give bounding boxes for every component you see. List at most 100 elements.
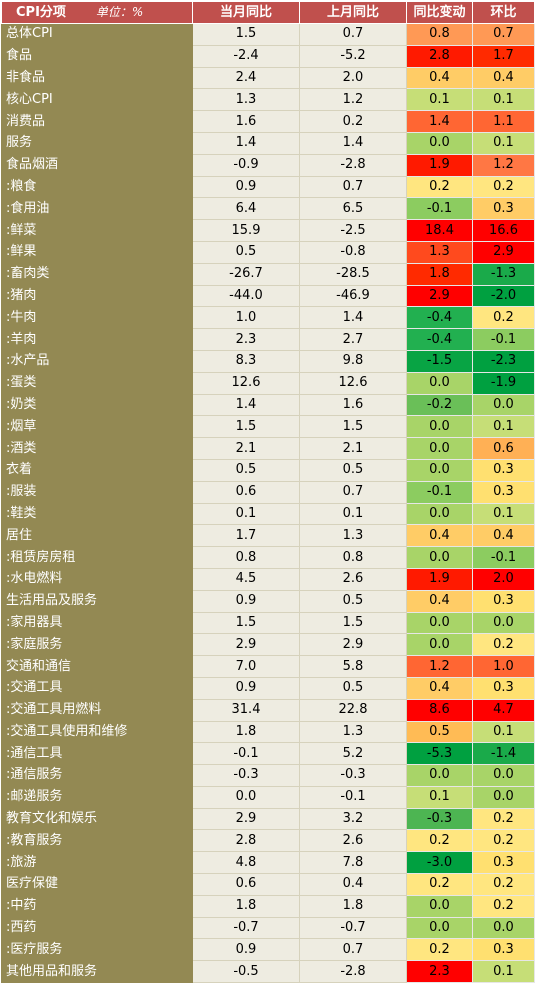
table-row: 核心CPI 1.3 1.2 0.1 0.1 xyxy=(1,88,535,112)
header-mom: 环比 xyxy=(472,1,535,24)
table-row: 总体CPI 1.5 0.7 0.8 0.7 xyxy=(1,23,535,46)
current-yoy-cell: 4.5 xyxy=(192,567,300,591)
mom-cell: 0.3 xyxy=(472,480,535,504)
yoy-change-cell: 1.9 xyxy=(406,567,473,591)
table-row: :鲜果 0.5 -0.8 1.3 2.9 xyxy=(1,240,535,264)
table-row: :酒类 2.1 2.1 0.0 0.6 xyxy=(1,437,535,460)
mom-cell: 1.7 xyxy=(472,44,535,68)
mom-cell: 1.0 xyxy=(472,655,535,678)
table-row: :交通工具 0.9 0.5 0.4 0.3 xyxy=(1,676,535,700)
previous-yoy-cell: 0.7 xyxy=(299,23,407,46)
mom-cell: -0.1 xyxy=(472,546,535,569)
yoy-change-cell: -3.0 xyxy=(406,851,473,875)
previous-yoy-cell: 2.1 xyxy=(299,437,407,460)
mom-cell: 0.2 xyxy=(472,807,535,831)
previous-yoy-cell: -0.8 xyxy=(299,240,407,264)
yoy-change-cell: 0.4 xyxy=(406,676,473,700)
yoy-change-cell: 0.2 xyxy=(406,829,473,853)
current-yoy-cell: 1.8 xyxy=(192,894,300,918)
table-row: :租赁房房租 0.8 0.8 0.0 -0.1 xyxy=(1,546,535,569)
mom-cell: -1.4 xyxy=(472,742,535,766)
current-yoy-cell: -0.1 xyxy=(192,742,300,766)
mom-cell: 0.1 xyxy=(472,88,535,112)
table-row: 医疗保健 0.6 0.4 0.2 0.2 xyxy=(1,873,535,896)
yoy-change-cell: 0.0 xyxy=(406,437,473,460)
table-row: 生活用品及服务 0.9 0.5 0.4 0.3 xyxy=(1,589,535,613)
current-yoy-cell: 0.6 xyxy=(192,873,300,896)
yoy-change-cell: 2.3 xyxy=(406,960,473,983)
table-row: :旅游 4.8 7.8 -3.0 0.3 xyxy=(1,851,535,875)
previous-yoy-cell: -0.1 xyxy=(299,785,407,809)
previous-yoy-cell: 2.6 xyxy=(299,567,407,591)
mom-cell: 0.2 xyxy=(472,829,535,853)
current-yoy-cell: 2.3 xyxy=(192,328,300,351)
table-row: :中药 1.8 1.8 0.0 0.2 xyxy=(1,894,535,918)
header-category: CPI分项 单位：% xyxy=(1,1,193,24)
yoy-change-cell: 0.0 xyxy=(406,894,473,918)
row-name-cell: :交通工具 xyxy=(1,676,193,700)
yoy-change-cell: -0.4 xyxy=(406,328,473,351)
row-name-cell: :交通工具使用和维修 xyxy=(1,720,193,744)
previous-yoy-cell: 6.5 xyxy=(299,197,407,221)
current-yoy-cell: 4.8 xyxy=(192,851,300,875)
mom-cell: 1.1 xyxy=(472,110,535,133)
table-row: :通信工具 -0.1 5.2 -5.3 -1.4 xyxy=(1,742,535,766)
previous-yoy-cell: 0.8 xyxy=(299,546,407,569)
mom-cell: 0.0 xyxy=(472,764,535,787)
previous-yoy-cell: 0.2 xyxy=(299,110,407,133)
current-yoy-cell: 1.7 xyxy=(192,524,300,548)
previous-yoy-cell: 0.5 xyxy=(299,589,407,613)
yoy-change-cell: 1.2 xyxy=(406,655,473,678)
row-name-cell: :水电燃料 xyxy=(1,567,193,591)
header-unit: 单位：% xyxy=(95,5,144,19)
header-row: CPI分项 单位：% 当月同比 上月同比 同比变动 环比 xyxy=(1,1,535,24)
table-body: 总体CPI 1.5 0.7 0.8 0.7 食品 -2.4 -5.2 2.8 1.7 非食品 2.4 2… xyxy=(1,23,535,983)
previous-yoy-cell: 3.2 xyxy=(299,807,407,831)
previous-yoy-cell: -2.8 xyxy=(299,153,407,177)
previous-yoy-cell: 1.8 xyxy=(299,894,407,918)
mom-cell: -1.3 xyxy=(472,262,535,286)
current-yoy-cell: -0.3 xyxy=(192,764,300,787)
previous-yoy-cell: 2.6 xyxy=(299,829,407,853)
mom-cell: 0.2 xyxy=(472,306,535,330)
current-yoy-cell: -26.7 xyxy=(192,262,300,286)
previous-yoy-cell: 1.2 xyxy=(299,88,407,112)
table-row: :交通工具用燃料 31.4 22.8 8.6 4.7 xyxy=(1,698,535,722)
table-row: :猪肉 -44.0 -46.9 2.9 -2.0 xyxy=(1,284,535,308)
yoy-change-cell: 0.1 xyxy=(406,88,473,112)
mom-cell: 0.1 xyxy=(472,960,535,983)
current-yoy-cell: 1.6 xyxy=(192,110,300,133)
row-name-cell: :羊肉 xyxy=(1,328,193,351)
previous-yoy-cell: -0.7 xyxy=(299,916,407,940)
row-name-cell: :鲜果 xyxy=(1,240,193,264)
yoy-change-cell: 0.0 xyxy=(406,916,473,940)
previous-yoy-cell: 0.7 xyxy=(299,938,407,962)
table-row: :邮递服务 0.0 -0.1 0.1 0.0 xyxy=(1,785,535,809)
table-row: 非食品 2.4 2.0 0.4 0.4 xyxy=(1,66,535,90)
previous-yoy-cell: 1.4 xyxy=(299,306,407,330)
previous-yoy-cell: -2.5 xyxy=(299,219,407,242)
yoy-change-cell: -0.2 xyxy=(406,393,473,417)
yoy-change-cell: -0.1 xyxy=(406,197,473,221)
yoy-change-cell: 0.0 xyxy=(406,131,473,155)
mom-cell: 0.2 xyxy=(472,175,535,199)
row-name-cell: 消费品 xyxy=(1,110,193,133)
current-yoy-cell: -0.9 xyxy=(192,153,300,177)
current-yoy-cell: 0.9 xyxy=(192,589,300,613)
mom-cell: 0.6 xyxy=(472,437,535,460)
row-name-cell: 交通和通信 xyxy=(1,655,193,678)
current-yoy-cell: 2.8 xyxy=(192,829,300,853)
header-previous-yoy: 上月同比 xyxy=(299,1,407,24)
table-row: :服装 0.6 0.7 -0.1 0.3 xyxy=(1,480,535,504)
table-row: :水电燃料 4.5 2.6 1.9 2.0 xyxy=(1,567,535,591)
table-row: 食品烟酒 -0.9 -2.8 1.9 1.2 xyxy=(1,153,535,177)
row-name-cell: :牛肉 xyxy=(1,306,193,330)
yoy-change-cell: -0.1 xyxy=(406,480,473,504)
mom-cell: -2.0 xyxy=(472,284,535,308)
previous-yoy-cell: -28.5 xyxy=(299,262,407,286)
table-row: :鞋类 0.1 0.1 0.0 0.1 xyxy=(1,502,535,526)
previous-yoy-cell: 0.5 xyxy=(299,676,407,700)
row-name-cell: :鲜菜 xyxy=(1,219,193,242)
yoy-change-cell: 0.4 xyxy=(406,524,473,548)
header-yoy-change: 同比变动 xyxy=(406,1,473,24)
